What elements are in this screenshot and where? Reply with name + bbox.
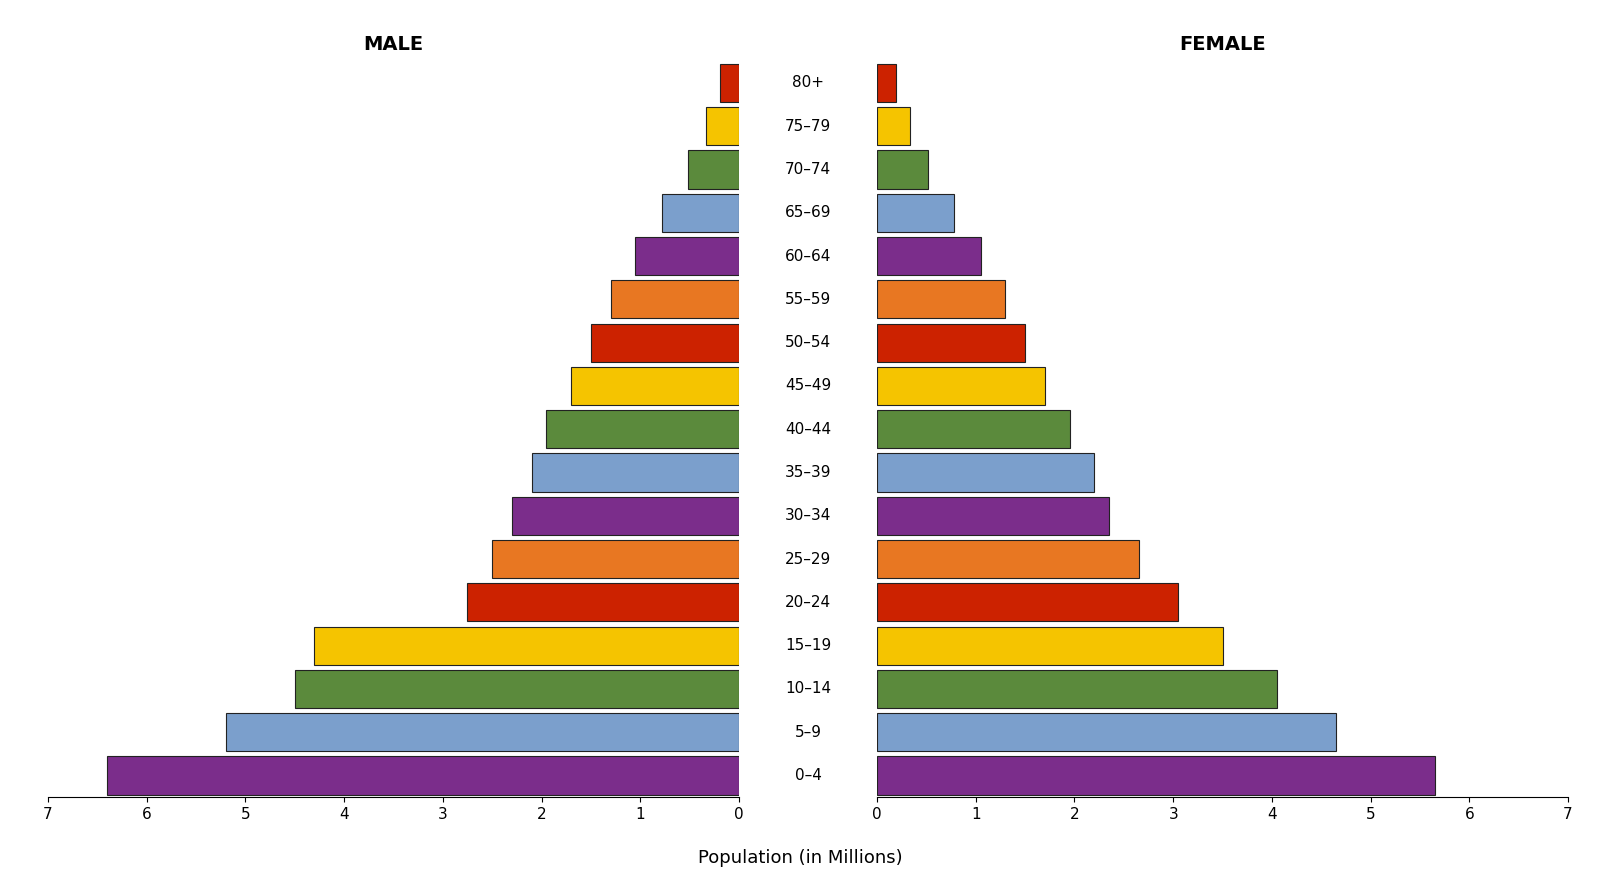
Bar — [571, 367, 739, 405]
Bar — [877, 194, 954, 232]
Bar — [662, 194, 739, 232]
Bar — [590, 323, 739, 362]
Bar — [877, 64, 896, 102]
Text: 80+: 80+ — [792, 75, 824, 90]
Title: FEMALE: FEMALE — [1179, 35, 1266, 54]
Text: 65–69: 65–69 — [784, 205, 832, 221]
Bar — [877, 540, 1139, 578]
Bar — [547, 410, 739, 449]
Text: 25–29: 25–29 — [786, 552, 830, 567]
Bar — [877, 367, 1045, 405]
Bar — [877, 713, 1336, 752]
Bar — [294, 670, 739, 708]
Bar — [688, 151, 739, 188]
Text: 55–59: 55–59 — [786, 292, 830, 307]
Bar — [315, 626, 739, 665]
Bar — [107, 757, 739, 795]
Text: Population (in Millions): Population (in Millions) — [698, 849, 902, 867]
Bar — [877, 626, 1222, 665]
Text: 20–24: 20–24 — [786, 595, 830, 610]
Bar — [512, 497, 739, 535]
Bar — [226, 713, 739, 752]
Text: 70–74: 70–74 — [786, 162, 830, 177]
Bar — [531, 454, 739, 491]
Text: 30–34: 30–34 — [786, 508, 830, 523]
Bar — [877, 151, 928, 188]
Bar — [635, 237, 739, 275]
Bar — [877, 323, 1026, 362]
Bar — [493, 540, 739, 578]
Text: 50–54: 50–54 — [786, 336, 830, 350]
Text: 60–64: 60–64 — [786, 249, 830, 264]
Bar — [611, 280, 739, 319]
Bar — [877, 583, 1178, 621]
Text: 15–19: 15–19 — [786, 638, 830, 653]
Bar — [877, 280, 1005, 319]
Bar — [877, 454, 1094, 491]
Bar — [877, 757, 1435, 795]
Bar — [877, 237, 981, 275]
Text: 10–14: 10–14 — [786, 682, 830, 696]
Bar — [877, 670, 1277, 708]
Text: 35–39: 35–39 — [784, 465, 832, 480]
Bar — [877, 410, 1069, 449]
Bar — [706, 107, 739, 145]
Text: 75–79: 75–79 — [786, 119, 830, 134]
Bar — [467, 583, 739, 621]
Title: MALE: MALE — [363, 35, 424, 54]
Bar — [877, 497, 1109, 535]
Text: 5–9: 5–9 — [795, 724, 821, 739]
Text: 45–49: 45–49 — [786, 378, 830, 393]
Bar — [720, 64, 739, 102]
Text: 0–4: 0–4 — [795, 768, 821, 783]
Text: 40–44: 40–44 — [786, 421, 830, 437]
Bar — [877, 107, 910, 145]
